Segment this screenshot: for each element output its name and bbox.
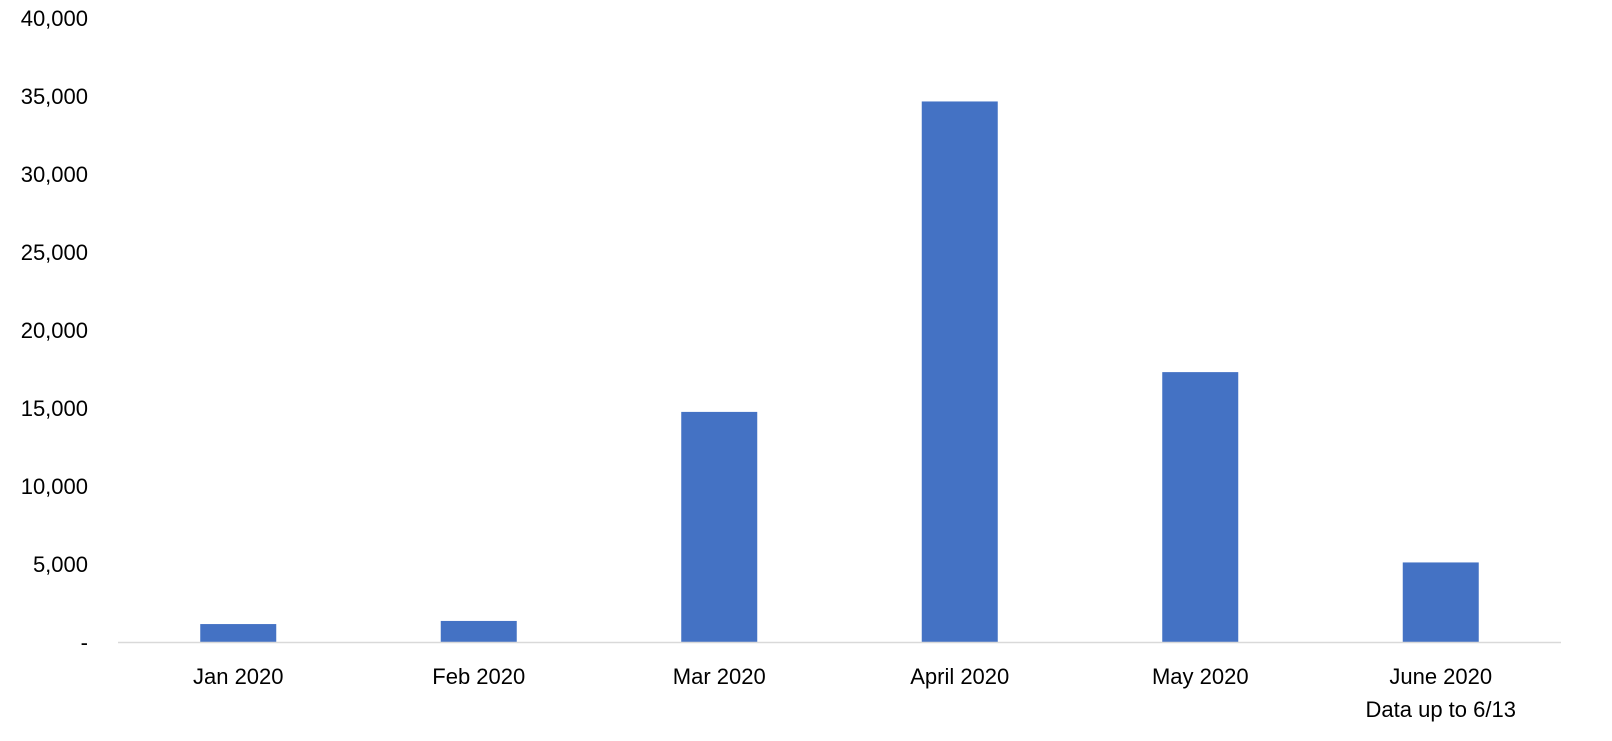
y-tick-label: 40,000 xyxy=(21,6,88,31)
bar xyxy=(1402,562,1479,642)
y-tick-label: 20,000 xyxy=(21,318,88,343)
x-tick-label: Jan 2020 xyxy=(193,664,284,689)
y-tick-label: - xyxy=(81,630,88,655)
y-axis-ticks: - 5,000 10,000 15,000 20,000 25,000 30,000 35,0… xyxy=(21,6,88,655)
x-tick-label: April 2020 xyxy=(910,664,1009,689)
bar xyxy=(681,411,758,642)
bar xyxy=(200,624,277,642)
bar xyxy=(1162,372,1239,642)
bar xyxy=(921,101,998,642)
y-tick-label: 35,000 xyxy=(21,84,88,109)
bar xyxy=(440,620,517,642)
x-tick-label: Mar 2020 xyxy=(673,664,766,689)
y-tick-label: 25,000 xyxy=(21,240,88,265)
x-tick-label: Feb 2020 xyxy=(432,664,525,689)
x-tick-label: June 2020 xyxy=(1389,664,1492,689)
x-tick-label: May 2020 xyxy=(1152,664,1249,689)
y-tick-label: 5,000 xyxy=(33,552,88,577)
x-tick-sublabel: Data up to 6/13 xyxy=(1366,697,1516,722)
y-tick-label: 15,000 xyxy=(21,396,88,421)
y-tick-label: 30,000 xyxy=(21,162,88,187)
x-axis-ticks: Jan 2020 Feb 2020 Mar 2020 April 2020 May 20… xyxy=(193,664,1516,722)
bars xyxy=(200,101,1479,642)
y-tick-label: 10,000 xyxy=(21,474,88,499)
